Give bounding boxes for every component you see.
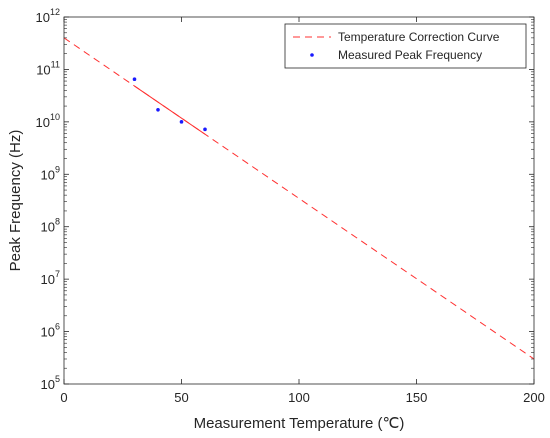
data-point [156,107,160,112]
legend-label-measured: Measured Peak Frequency [338,48,482,62]
data-point [203,127,207,132]
data-point [179,120,184,124]
x-tick-label: 150 [406,390,428,405]
x-tick-label: 100 [288,390,310,405]
fit-line [63,37,535,360]
data-point [132,77,137,82]
y-tick-label: 1012 [36,7,60,25]
y-tick-label: 108 [41,217,60,235]
x-tick-label: 0 [60,390,67,405]
x-tick-label: 200 [523,390,545,405]
x-tick-label: 50 [174,390,188,405]
legend-box [284,23,527,69]
y-tick-label: 107 [41,269,60,287]
legend-point-sample [310,53,314,57]
x-axis-title: Measurement Temperature (℃) [194,415,405,432]
y-tick-label: 105 [41,374,60,392]
y-axis-title: Peak Frequency (Hz) [7,130,24,272]
plot-area [63,16,535,385]
y-tick-label: 1010 [36,112,60,130]
y-tick-label: 109 [41,164,60,182]
fit-line-measured-range [134,85,206,135]
y-tick-label: 1011 [36,59,60,77]
legend: Temperature Correction Curve Measured Pe… [284,23,527,69]
legend-label-fit: Temperature Correction Curve [338,30,500,44]
y-tick-label: 106 [41,322,60,340]
